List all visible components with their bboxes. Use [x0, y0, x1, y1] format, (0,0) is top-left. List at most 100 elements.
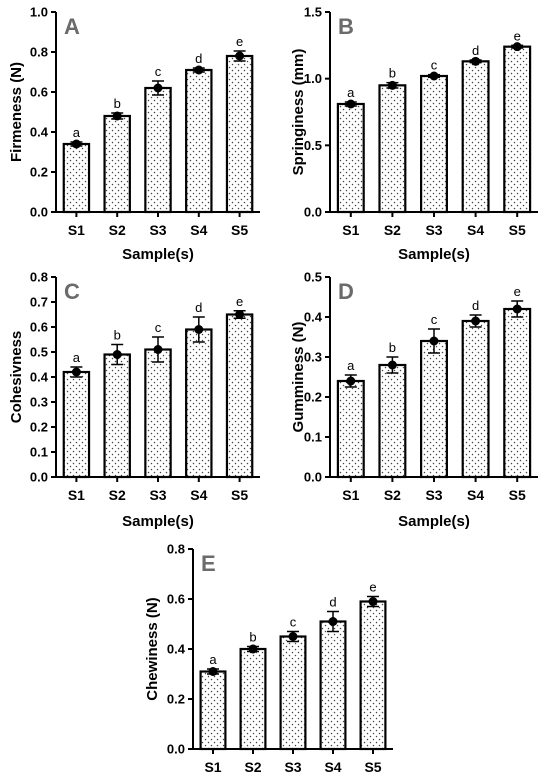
significance-letter: b [389, 340, 396, 355]
x-tick-label: S2 [384, 487, 401, 503]
x-tick-label: S5 [231, 487, 248, 503]
x-tick-label: S5 [231, 222, 248, 238]
y-tick-label: 0.5 [30, 345, 48, 360]
x-tick-label: S4 [467, 222, 484, 238]
y-tick-label: 1.0 [304, 71, 322, 86]
y-tick-label: 0.3 [304, 350, 322, 365]
mean-point [71, 367, 81, 377]
significance-letter: a [347, 358, 355, 373]
significance-letter: c [155, 64, 162, 79]
x-tick-label: S3 [425, 487, 442, 503]
y-axis-title: Cohesivness [8, 331, 25, 424]
x-tick-label: S4 [324, 759, 341, 775]
bar [378, 84, 407, 214]
bar [461, 60, 490, 214]
mean-point [208, 667, 218, 676]
bar [461, 319, 490, 479]
mean-point [288, 632, 298, 641]
panel-label: A [64, 14, 80, 39]
bar [503, 45, 532, 214]
panel-label: B [338, 14, 354, 39]
mean-point [368, 597, 378, 606]
mean-point [471, 56, 481, 66]
y-tick-label: 0.4 [30, 370, 49, 385]
bar [319, 620, 347, 751]
mean-point [235, 51, 245, 61]
x-tick-label: S1 [342, 222, 359, 238]
significance-letter: a [73, 350, 81, 365]
x-tick-label: S1 [68, 222, 85, 238]
panel-label: E [201, 551, 216, 576]
bar [103, 353, 131, 479]
mean-point [71, 139, 81, 149]
significance-letter: e [514, 28, 521, 43]
x-tick-label: S5 [509, 487, 526, 503]
mean-point [248, 644, 258, 654]
bar [279, 635, 307, 751]
significance-letter: a [209, 652, 217, 667]
y-tick-label: 0.2 [30, 165, 48, 180]
bar [144, 86, 172, 214]
y-tick-label: 0.6 [30, 85, 48, 100]
x-tick-label: S4 [467, 487, 484, 503]
y-tick-label: 0.2 [304, 390, 322, 405]
x-tick-label: S3 [149, 222, 166, 238]
bar [420, 74, 448, 214]
y-tick-label: 1.5 [304, 5, 322, 20]
y-tick-label: 0.2 [167, 692, 185, 707]
x-tick-label: S5 [364, 759, 381, 775]
x-tick-label: S1 [342, 487, 359, 503]
panel-label: C [64, 279, 80, 304]
significance-letter: c [290, 615, 297, 630]
mean-point [346, 376, 356, 386]
mean-point [346, 99, 356, 109]
x-axis-title: Sample(s) [122, 246, 194, 263]
y-tick-label: 0.6 [30, 320, 48, 335]
x-axis-title: Sample(s) [122, 513, 194, 530]
y-axis-title: Chewiness (N) [144, 597, 161, 700]
mean-point [387, 80, 397, 90]
significance-letter: d [329, 595, 336, 610]
significance-letter: d [195, 51, 202, 66]
bar [420, 339, 448, 479]
y-tick-label: 0.5 [304, 138, 322, 153]
x-tick-label: S4 [190, 487, 207, 503]
y-tick-label: 0.6 [167, 592, 185, 607]
bar [503, 307, 532, 479]
significance-letter: e [514, 284, 521, 299]
significance-letter: a [347, 85, 355, 100]
y-tick-label: 0.2 [30, 420, 48, 435]
significance-letter: d [472, 298, 479, 313]
bar [185, 68, 213, 214]
x-tick-label: S4 [190, 222, 207, 238]
y-tick-label: 0.3 [30, 395, 48, 410]
significance-letter: b [249, 630, 256, 645]
bar [62, 370, 91, 479]
significance-letter: c [431, 312, 438, 327]
y-axis-title: Springiness (mm) [290, 49, 307, 176]
x-axis-title: Sample(s) [398, 246, 470, 263]
bar [225, 54, 254, 214]
significance-letter: c [155, 320, 162, 335]
mean-point [235, 310, 245, 319]
x-tick-label: S1 [204, 759, 221, 775]
bar [199, 670, 227, 751]
significance-letter: e [369, 580, 376, 595]
y-tick-label: 0.4 [167, 642, 186, 657]
y-tick-label: 0.4 [30, 125, 49, 140]
bar [378, 363, 407, 479]
significance-letter: d [472, 43, 479, 58]
y-tick-label: 0.5 [304, 270, 322, 285]
mean-point [194, 325, 204, 334]
y-tick-label: 1.0 [30, 5, 48, 20]
mean-point [512, 304, 522, 314]
y-tick-label: 0.0 [167, 742, 185, 757]
mean-point [153, 345, 163, 354]
x-tick-label: S3 [425, 222, 442, 238]
mean-point [194, 65, 204, 75]
significance-letter: b [114, 328, 121, 343]
x-tick-label: S2 [244, 759, 261, 775]
bar [336, 379, 365, 479]
mean-point [112, 350, 122, 359]
